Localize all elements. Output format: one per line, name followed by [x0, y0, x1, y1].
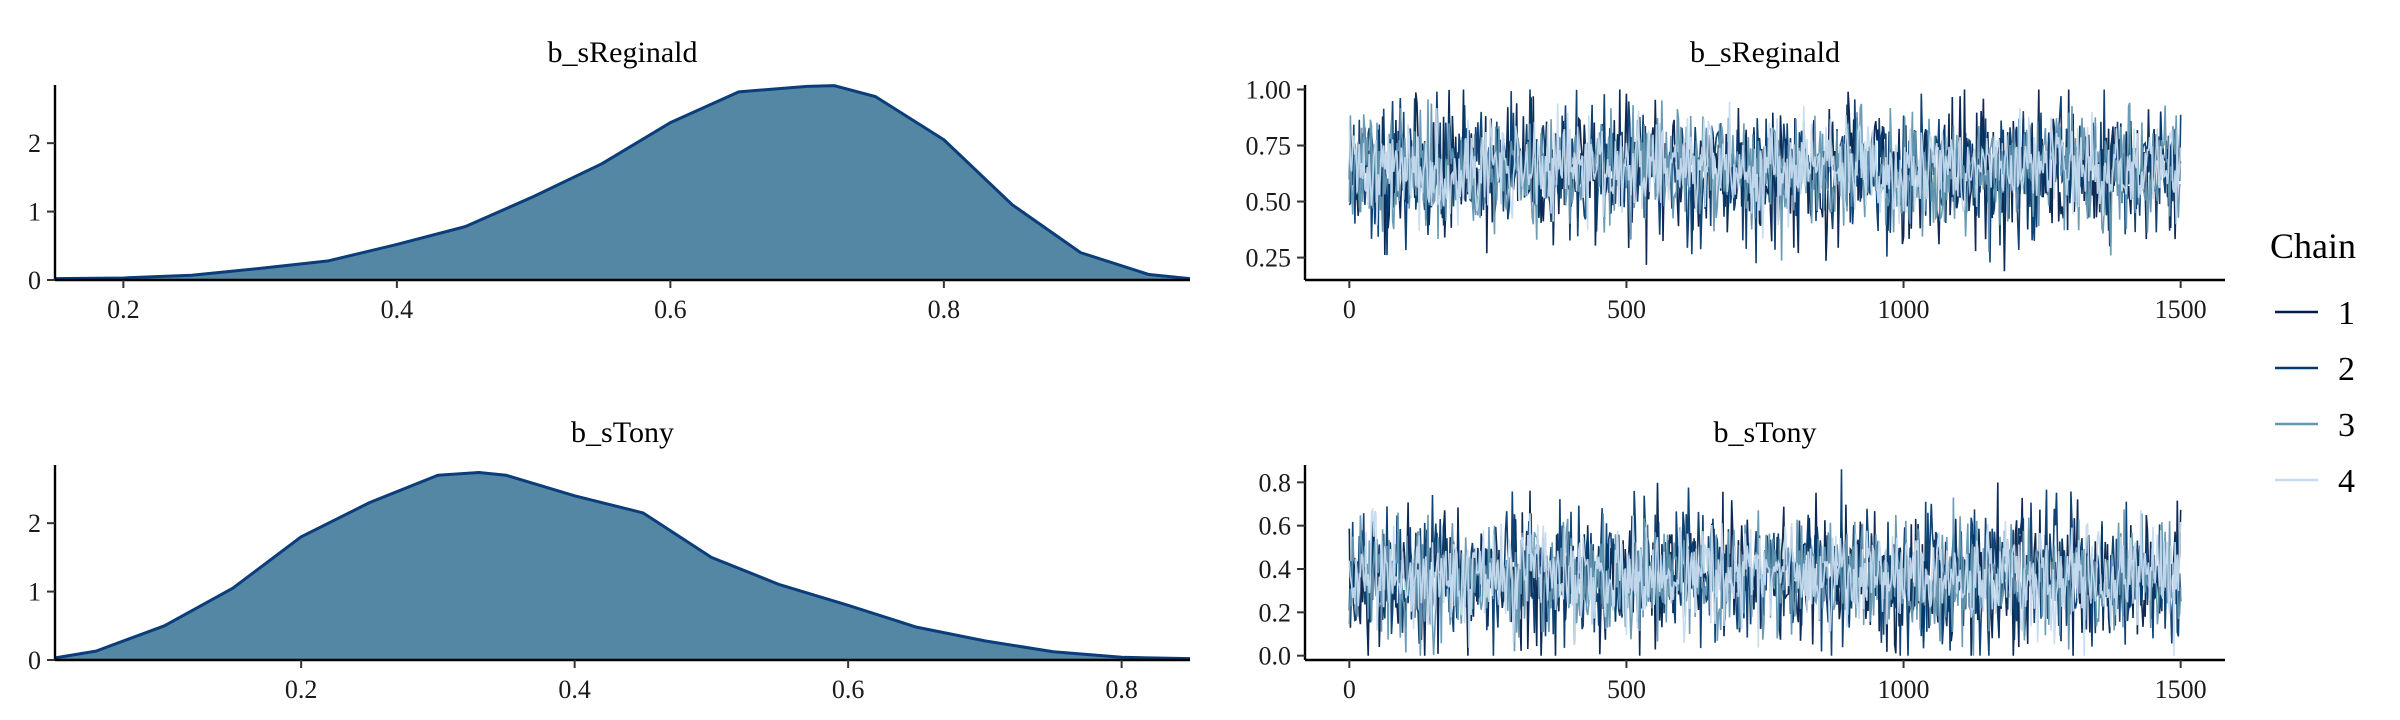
x-tick-label: 500	[1607, 295, 1646, 324]
legend-label-chain-2: 2	[2338, 351, 2355, 388]
x-tick-label: 0.4	[381, 295, 414, 324]
x-tick-label: 1000	[1878, 675, 1930, 704]
y-tick-label: 0.2	[1259, 598, 1292, 627]
legend-label-chain-1: 1	[2338, 295, 2355, 332]
legend-label-chain-4: 4	[2338, 463, 2355, 500]
trace-line-chain-2	[1348, 89, 2182, 264]
x-tick-label: 0	[1343, 675, 1356, 704]
legend-label-chain-3: 3	[2338, 407, 2355, 444]
panel-density-b_sReginald: 0.2 0.4 0.6 0.8 0 1 2 b_sReginald	[28, 36, 1190, 324]
y-tick-label: 0	[28, 266, 41, 295]
trace-line-chain-4	[1348, 507, 2182, 656]
panel-trace-b_sReginald: 0 500 1000 1500 0.25 0.50 0.75 1.00 b_sReginald	[1246, 36, 2225, 324]
x-tick-label: 1000	[1878, 295, 1930, 324]
y-tick-label: 0.25	[1246, 244, 1292, 273]
legend: Chain 1 2 3 4	[2270, 226, 2356, 500]
panel-density-b_sTony: 0.2 0.4 0.6 0.8 0 1 2 b_sTony	[28, 416, 1190, 704]
panel-trace-b_sTony: 0 500 1000 1500 0.0 0.2 0.4 0.6 0.8 b_sTony	[1259, 416, 2225, 704]
x-tick-label: 1500	[2155, 295, 2207, 324]
density-curve	[55, 471, 1190, 660]
panel-title: b_sReginald	[548, 36, 698, 69]
x-tick-label: 0.2	[285, 675, 318, 704]
panel-title: b_sReginald	[1690, 36, 1840, 69]
density-area	[55, 472, 1190, 660]
trace-line-chain-4	[1348, 101, 2182, 239]
y-tick-label: 0.6	[1259, 512, 1292, 541]
x-tick-label: 0.2	[107, 295, 140, 324]
y-tick-label: 0.0	[1259, 642, 1292, 671]
y-tick-label: 0.8	[1259, 468, 1292, 497]
panel-title: b_sTony	[1714, 416, 1817, 449]
x-tick-label: 1500	[2155, 675, 2207, 704]
x-tick-label: 500	[1607, 675, 1646, 704]
trace-series-group	[1348, 89, 2182, 272]
y-tick-label: 0	[28, 646, 41, 675]
y-tick-label: 2	[28, 129, 41, 158]
density-curve	[55, 84, 1190, 280]
y-tick-label: 0.4	[1259, 555, 1292, 584]
x-tick-label: 0.6	[654, 295, 687, 324]
x-tick-label: 0.8	[928, 295, 961, 324]
y-tick-label: 0.75	[1246, 132, 1292, 161]
x-tick-label: 0.6	[832, 675, 865, 704]
trace-series-group	[1348, 469, 2182, 656]
y-tick-label: 1.00	[1246, 75, 1292, 104]
x-tick-label: 0.8	[1105, 675, 1138, 704]
y-tick-label: 0.50	[1246, 188, 1292, 217]
panel-title: b_sTony	[571, 416, 674, 449]
y-tick-label: 1	[28, 578, 41, 607]
x-tick-label: 0	[1343, 295, 1356, 324]
x-tick-label: 0.4	[558, 675, 591, 704]
density-area	[55, 85, 1190, 280]
legend-title: Chain	[2270, 226, 2356, 266]
y-tick-label: 1	[28, 198, 41, 227]
y-tick-label: 2	[28, 509, 41, 538]
